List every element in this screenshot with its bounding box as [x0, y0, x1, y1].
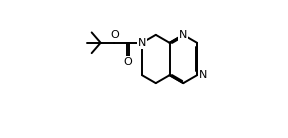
Text: O: O [110, 30, 119, 40]
Text: N: N [199, 70, 207, 80]
Text: N: N [179, 30, 187, 40]
Text: O: O [124, 57, 132, 67]
Text: N: N [138, 38, 146, 48]
